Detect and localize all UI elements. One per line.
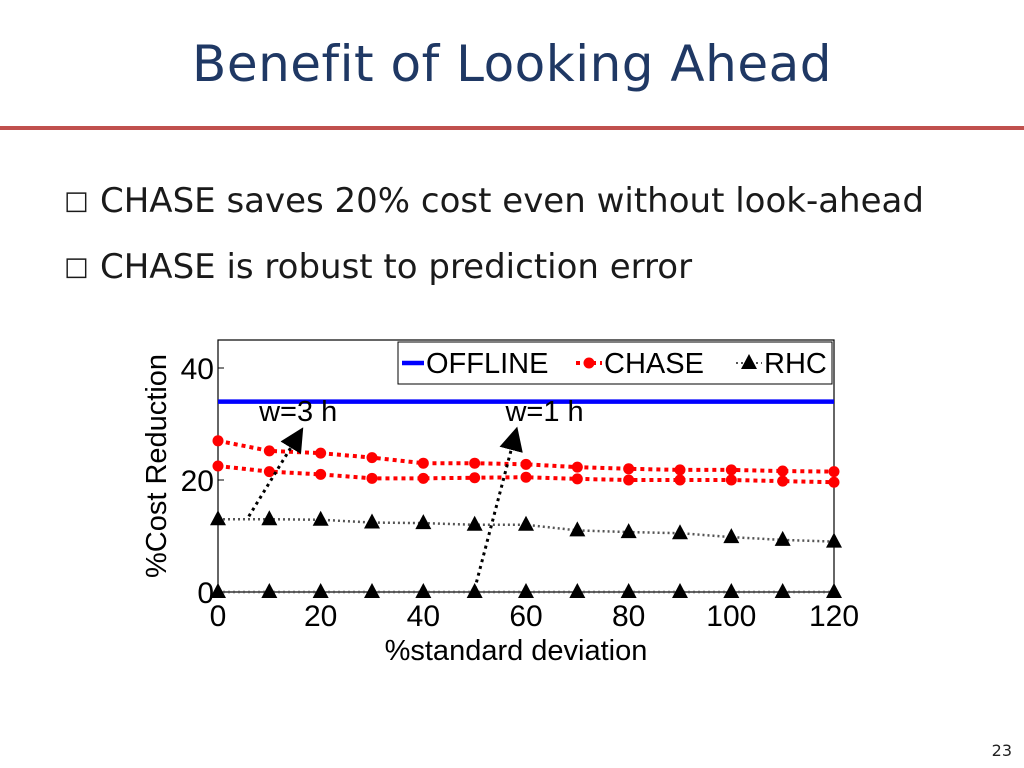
- annotation-arrow: [473, 426, 523, 590]
- rhc-point: [774, 530, 791, 546]
- rhc-point: [518, 515, 534, 531]
- rhc-point: [312, 510, 329, 526]
- chase-point: [263, 445, 275, 457]
- chase-point: [674, 474, 686, 486]
- chase-point: [777, 465, 789, 477]
- rhc-point: [826, 583, 842, 598]
- rhc-point: [261, 510, 278, 526]
- chase-point: [263, 466, 275, 478]
- chase-point: [828, 476, 840, 488]
- bullet-list: □ CHASE saves 20% cost even without look…: [64, 168, 924, 300]
- chase-point: [623, 463, 635, 475]
- rhc-point: [466, 583, 483, 598]
- chase-point: [725, 464, 737, 476]
- x-tick-label: 0: [210, 600, 227, 633]
- rhc-point: [415, 583, 432, 598]
- page-number: 23: [991, 741, 1012, 760]
- x-tick-label: 40: [407, 600, 440, 633]
- rhc-point: [261, 583, 278, 598]
- x-tick-label: 80: [612, 600, 645, 633]
- hollow-square-bullet-icon: □: [64, 186, 89, 216]
- rhc-point: [620, 523, 637, 539]
- rhc-point: [364, 513, 380, 529]
- x-tick-label: 120: [809, 600, 859, 633]
- x-tick-label: 100: [706, 600, 756, 633]
- legend-swatch-marker: [741, 354, 757, 369]
- rhc-point: [466, 515, 483, 531]
- chase-point: [520, 458, 532, 470]
- x-axis-label: %standard deviation: [385, 635, 648, 667]
- rhc-point: [723, 528, 740, 544]
- legend-label: CHASE: [604, 348, 704, 380]
- chase-point: [777, 475, 789, 487]
- hollow-square-bullet-icon: □: [64, 252, 89, 282]
- chase-point: [315, 447, 327, 459]
- annotation-label: w=3 h: [258, 396, 337, 428]
- rhc-point: [312, 583, 329, 598]
- annotation-label: w=1 h: [504, 396, 583, 428]
- rhc-point: [826, 532, 842, 548]
- rhc-point: [210, 583, 226, 598]
- chase-point: [212, 435, 224, 447]
- rhc-point: [364, 583, 380, 598]
- rhc-point: [774, 583, 791, 598]
- title-divider: [0, 126, 1024, 130]
- bullet-item: □ CHASE is robust to prediction error: [64, 234, 924, 300]
- chase-point: [315, 468, 327, 480]
- chase-point: [520, 471, 532, 483]
- y-tick-label: 40: [181, 353, 214, 386]
- cost-reduction-chart: 0 20 40 60 80 100 120 0 20 40 %standard deviation%…: [130, 318, 870, 668]
- rhc-point: [620, 583, 637, 598]
- chase-point: [469, 457, 481, 469]
- y-axis-label: %Cost Reduction: [141, 354, 173, 578]
- legend-box: [397, 341, 833, 385]
- slide-title: Benefit of Looking Ahead: [192, 35, 832, 93]
- rhc-point: [672, 583, 688, 598]
- rhc-point: [518, 583, 534, 598]
- rhc-point: [723, 583, 740, 598]
- legend-swatch-marker: [583, 357, 595, 369]
- chase-point: [725, 474, 737, 486]
- x-tick-label: 60: [509, 600, 542, 633]
- y-tick-label: 0: [197, 577, 214, 610]
- chase-point: [417, 457, 429, 469]
- rhc-point: [210, 510, 226, 526]
- chase-point: [469, 472, 481, 484]
- legend-label: OFFLINE: [426, 348, 548, 380]
- legend-label: RHC: [764, 348, 827, 380]
- chase-point: [417, 472, 429, 484]
- rhc-point: [415, 514, 432, 530]
- rhc-point: [569, 521, 586, 537]
- bullet-item: □ CHASE saves 20% cost even without look…: [64, 168, 924, 234]
- chase-point: [828, 466, 840, 478]
- chase-point: [366, 472, 378, 484]
- rhc-point: [569, 583, 586, 598]
- chase-point: [212, 460, 224, 472]
- chase-point: [366, 452, 378, 464]
- chase-point: [623, 474, 635, 486]
- chase-point: [571, 461, 583, 473]
- bullet-text: CHASE is robust to prediction error: [100, 247, 693, 287]
- annotation-arrow: [247, 427, 304, 518]
- chase-point: [571, 473, 583, 485]
- rhc-point: [672, 524, 688, 540]
- y-tick-label: 20: [181, 465, 214, 498]
- chase-point: [674, 464, 686, 476]
- bullet-text: CHASE saves 20% cost even without look-a…: [100, 181, 924, 221]
- x-tick-label: 20: [304, 600, 337, 633]
